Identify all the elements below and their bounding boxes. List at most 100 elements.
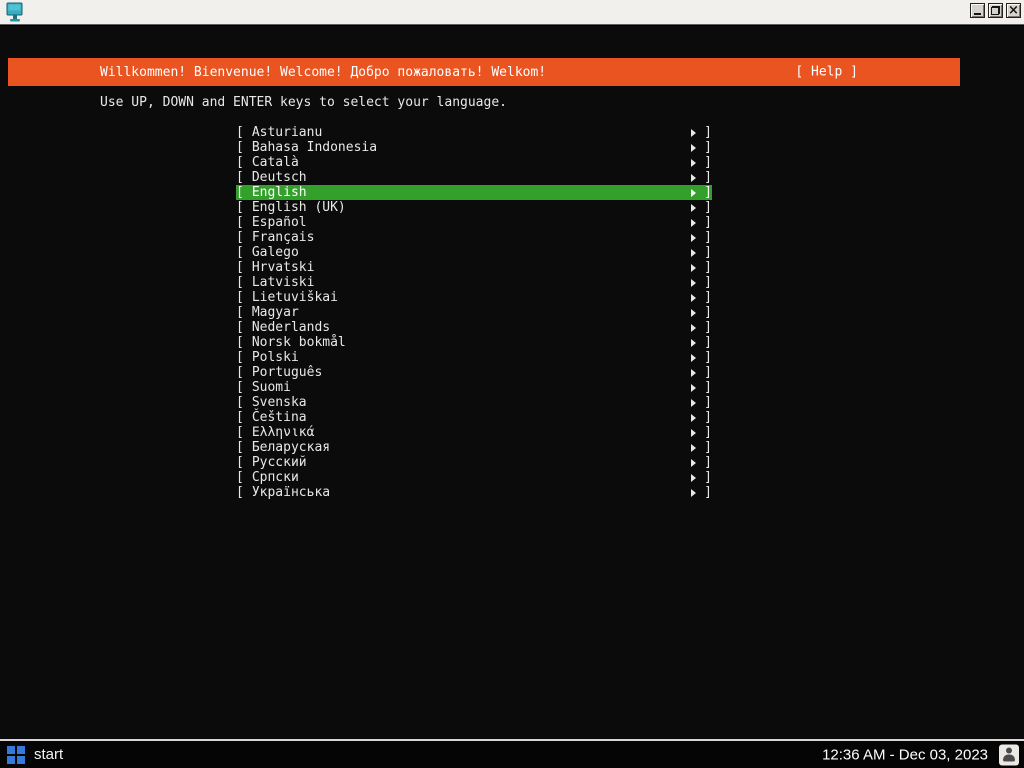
language-label: Українська (251, 485, 331, 500)
bracket-right: ] (704, 170, 712, 185)
language-label: Svenska (251, 395, 307, 410)
submenu-arrow-icon (691, 428, 697, 437)
submenu-arrow-icon (691, 308, 697, 317)
restore-button[interactable] (988, 3, 1003, 18)
language-row[interactable]: [Српски] (236, 470, 712, 485)
bracket-left: [ (236, 275, 244, 290)
bracket-left: [ (236, 470, 244, 485)
submenu-arrow-icon (691, 128, 697, 137)
language-row[interactable]: [English (UK)] (236, 200, 712, 215)
bracket-right: ] (704, 245, 712, 260)
submenu-arrow-icon (691, 248, 697, 257)
language-row[interactable]: [Русский] (236, 455, 712, 470)
language-label: Français (251, 230, 315, 245)
bracket-right: ] (704, 380, 712, 395)
bracket-left: [ (236, 485, 244, 500)
language-row[interactable]: [ Suomi] (236, 380, 712, 395)
bracket-right: ] (704, 335, 712, 350)
language-row[interactable]: [Português] (236, 365, 712, 380)
bracket-left: [ (236, 440, 244, 455)
submenu-arrow-icon (691, 383, 697, 392)
bracket-right: ] (704, 140, 712, 155)
taskbar: start 12:36 AM - Dec 03, 2023 (0, 741, 1024, 768)
bracket-left: [ (236, 215, 244, 230)
bracket-left: [ (236, 380, 244, 395)
bracket-right: ] (704, 200, 712, 215)
tray-button[interactable] (999, 744, 1019, 765)
submenu-arrow-icon (691, 218, 697, 227)
submenu-arrow-icon (691, 413, 697, 422)
submenu-arrow-icon (691, 398, 697, 407)
bracket-right: ] (704, 485, 712, 500)
language-row[interactable]: [Español] (236, 215, 712, 230)
language-label: Suomi (251, 380, 291, 395)
language-row[interactable]: [ Norsk bokmål] (236, 335, 712, 350)
language-label: Català (251, 155, 299, 170)
language-label: Polski (251, 350, 299, 365)
help-button[interactable]: [ Help ] (795, 64, 858, 80)
start-label: start (34, 746, 64, 763)
language-label: Norsk bokmål (251, 335, 346, 350)
bracket-left: [ (236, 335, 244, 350)
language-label: Bahasa Indonesia (251, 140, 378, 155)
language-row[interactable]: [Latviski] (236, 275, 712, 290)
bracket-left: [ (236, 395, 244, 410)
submenu-arrow-icon (691, 203, 697, 212)
language-row[interactable]: [ Svenska] (236, 395, 712, 410)
language-row[interactable]: [ Lietuviškai] (236, 290, 712, 305)
submenu-arrow-icon (691, 323, 697, 332)
windows-logo-icon (7, 745, 25, 764)
bracket-left: [ (236, 425, 244, 440)
language-label: English (UK) (251, 200, 346, 215)
language-row[interactable]: [Polski] (236, 350, 712, 365)
bracket-right: ] (704, 365, 712, 380)
taskbar-separator (0, 739, 1024, 741)
bracket-left: [ (236, 305, 244, 320)
language-row[interactable]: [Čeština] (236, 410, 712, 425)
language-label: Hrvatski (251, 260, 315, 275)
language-row[interactable]: [Galego] (236, 245, 712, 260)
bracket-right: ] (704, 290, 712, 305)
window-titlebar: × (0, 0, 1024, 25)
bracket-right: ] (704, 425, 712, 440)
language-row[interactable]: [English] (236, 185, 712, 200)
language-label: Latviski (251, 275, 315, 290)
language-row[interactable]: [Magyar] (236, 305, 712, 320)
language-row[interactable]: [Беларуская] (236, 440, 712, 455)
submenu-arrow-icon (691, 338, 697, 347)
language-label: Deutsch (251, 170, 307, 185)
close-button[interactable]: × (1006, 3, 1021, 18)
language-row[interactable]: [Ελληνικά] (236, 425, 712, 440)
bracket-left: [ (236, 410, 244, 425)
language-row[interactable]: [Asturianu] (236, 125, 712, 140)
minimize-button[interactable] (970, 3, 985, 18)
language-row[interactable]: [Nederlands] (236, 320, 712, 335)
submenu-arrow-icon (691, 188, 697, 197)
language-label: Nederlands (251, 320, 331, 335)
start-button[interactable]: start (0, 741, 73, 768)
language-label: Asturianu (251, 125, 323, 140)
bracket-right: ] (704, 350, 712, 365)
language-row[interactable]: [Français] (236, 230, 712, 245)
bracket-right: ] (704, 410, 712, 425)
language-row[interactable]: [Hrvatski] (236, 260, 712, 275)
bracket-left: [ (236, 290, 244, 305)
submenu-arrow-icon (691, 173, 697, 182)
submenu-arrow-icon (691, 143, 697, 152)
bracket-left: [ (236, 455, 244, 470)
taskbar-clock: 12:36 AM - Dec 03, 2023 (822, 746, 988, 763)
bracket-left: [ (236, 125, 244, 140)
bracket-right: ] (704, 395, 712, 410)
installer-header-bar: Willkommen! Bienvenue! Welcome! Добро по… (8, 58, 960, 86)
submenu-arrow-icon (691, 488, 697, 497)
language-row[interactable]: [Deutsch] (236, 170, 712, 185)
language-row[interactable]: [Català] (236, 155, 712, 170)
bracket-right: ] (704, 305, 712, 320)
language-row[interactable]: [ Українська] (236, 485, 712, 500)
language-label: Lietuviškai (251, 290, 338, 305)
language-label: Русский (251, 455, 307, 470)
language-row[interactable]: [Bahasa Indonesia] (236, 140, 712, 155)
bracket-right: ] (704, 440, 712, 455)
submenu-arrow-icon (691, 293, 697, 302)
language-label: Galego (251, 245, 299, 260)
